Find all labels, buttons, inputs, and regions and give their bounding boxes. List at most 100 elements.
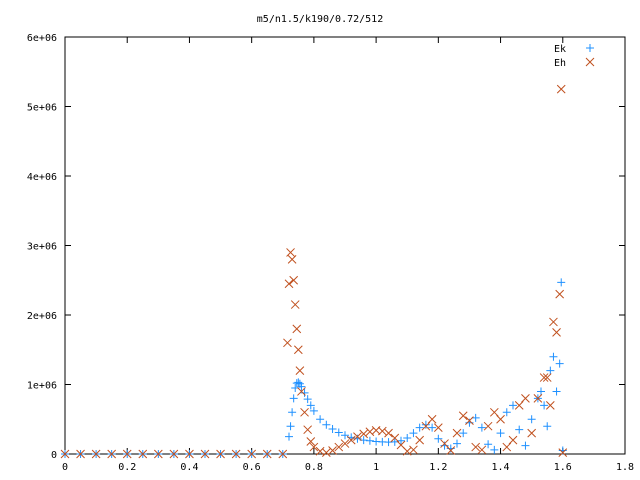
data-point bbox=[471, 413, 480, 422]
data-point bbox=[556, 84, 566, 94]
data-point bbox=[262, 449, 272, 459]
data-point bbox=[459, 429, 468, 438]
data-point bbox=[549, 317, 558, 327]
data-point bbox=[521, 394, 530, 403]
data-point bbox=[552, 328, 561, 337]
data-point bbox=[60, 449, 70, 459]
data-point bbox=[346, 435, 356, 445]
y-tick-label: 2e+06 bbox=[27, 311, 57, 322]
data-point bbox=[527, 415, 536, 424]
data-point bbox=[289, 394, 298, 403]
data-point bbox=[359, 429, 369, 439]
data-point bbox=[309, 442, 319, 452]
data-point bbox=[433, 423, 443, 432]
data-point bbox=[552, 387, 561, 396]
x-tick-label: 1.8 bbox=[616, 462, 634, 473]
x-tick-label: 1.4 bbox=[492, 462, 510, 473]
data-point bbox=[427, 414, 437, 424]
data-point bbox=[297, 382, 306, 391]
legend-label: Ek bbox=[554, 44, 566, 55]
data-point bbox=[303, 425, 313, 435]
data-point bbox=[334, 428, 343, 437]
data-point bbox=[440, 439, 449, 448]
data-point bbox=[453, 439, 461, 448]
data-point bbox=[421, 421, 431, 431]
data-point bbox=[300, 388, 309, 397]
data-point bbox=[496, 414, 505, 424]
data-point bbox=[306, 401, 315, 410]
y-tick-label: 1e+06 bbox=[27, 381, 57, 392]
data-point bbox=[286, 248, 295, 257]
series-eh bbox=[60, 84, 568, 459]
data-point bbox=[216, 449, 225, 459]
data-point bbox=[446, 446, 456, 455]
series-ek bbox=[61, 278, 567, 458]
data-point bbox=[477, 423, 486, 432]
data-point bbox=[415, 435, 425, 445]
data-point bbox=[557, 278, 566, 287]
data-point bbox=[421, 420, 430, 429]
data-point bbox=[546, 366, 555, 375]
data-point bbox=[353, 434, 362, 443]
legend: Ek Eh bbox=[554, 44, 595, 69]
data-point bbox=[409, 429, 418, 438]
legend-marker-icon bbox=[585, 57, 595, 67]
data-point bbox=[365, 436, 374, 445]
y-tick-label: 5e+06 bbox=[27, 103, 57, 114]
data-point bbox=[521, 441, 530, 450]
data-point bbox=[490, 445, 499, 454]
data-point bbox=[496, 429, 505, 438]
data-point bbox=[334, 442, 344, 452]
data-point bbox=[508, 435, 518, 445]
series-layer bbox=[60, 84, 568, 459]
data-point bbox=[477, 445, 487, 455]
data-point bbox=[555, 289, 565, 299]
data-point bbox=[300, 407, 309, 417]
data-point bbox=[558, 446, 567, 455]
data-point bbox=[509, 401, 517, 410]
data-point bbox=[122, 449, 132, 459]
data-point bbox=[555, 359, 564, 368]
data-point bbox=[290, 300, 300, 309]
data-point bbox=[489, 407, 499, 417]
data-point bbox=[328, 424, 337, 433]
x-tick-label: 0.4 bbox=[180, 462, 198, 473]
data-point bbox=[527, 428, 537, 438]
data-point bbox=[403, 434, 412, 443]
data-point bbox=[309, 406, 318, 415]
data-point bbox=[540, 401, 549, 410]
data-point bbox=[200, 449, 210, 459]
data-point bbox=[537, 387, 545, 396]
data-point bbox=[377, 426, 387, 436]
data-point bbox=[294, 378, 303, 387]
data-point bbox=[515, 425, 524, 434]
data-point bbox=[340, 439, 350, 448]
data-point bbox=[278, 449, 288, 459]
data-point bbox=[287, 255, 297, 264]
data-point bbox=[297, 387, 306, 396]
data-point bbox=[539, 373, 549, 382]
data-point bbox=[465, 418, 474, 427]
data-point bbox=[295, 366, 305, 375]
data-point bbox=[169, 449, 179, 459]
data-point bbox=[483, 421, 493, 431]
data-point bbox=[514, 400, 524, 410]
y-tick-label: 0 bbox=[51, 450, 57, 461]
data-point bbox=[321, 448, 331, 457]
data-point bbox=[306, 437, 316, 446]
data-point bbox=[341, 431, 349, 440]
data-point bbox=[353, 432, 362, 441]
data-point bbox=[285, 432, 293, 441]
data-point bbox=[288, 408, 297, 417]
axis-ticks: 0 0.2 0.4 0.6 0.8 1 1.2 1.4 1.6 1.8 0 1e+06 2e+06 3e+… bbox=[27, 33, 634, 473]
data-point bbox=[283, 338, 292, 348]
x-tick-label: 1.6 bbox=[554, 462, 572, 473]
data-point bbox=[292, 324, 302, 334]
data-point bbox=[185, 449, 194, 459]
data-point bbox=[293, 345, 303, 355]
data-point bbox=[303, 395, 312, 404]
data-point bbox=[484, 440, 493, 449]
data-point bbox=[91, 449, 101, 459]
data-point bbox=[286, 422, 295, 431]
